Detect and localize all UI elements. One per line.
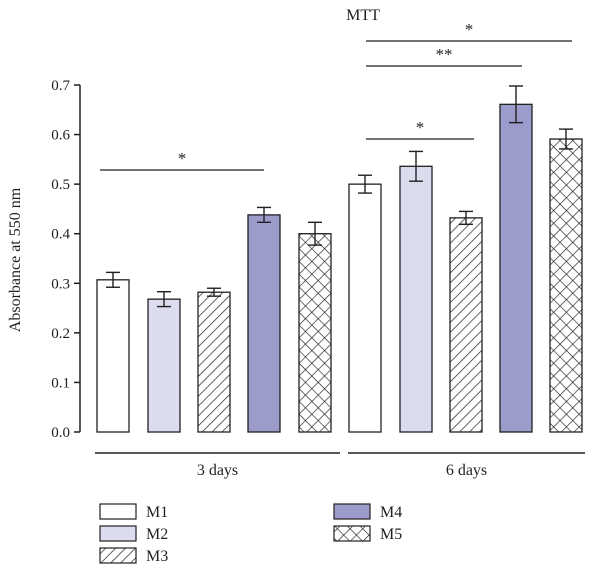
error-bar-m4-6-days bbox=[509, 85, 523, 124]
y-tick-label: 0.5 bbox=[51, 177, 70, 193]
legend-swatch bbox=[333, 503, 371, 520]
legend-item-m3: M3 bbox=[99, 547, 168, 565]
legend-item-m2: M2 bbox=[99, 525, 168, 543]
legend-item-m5: M5 bbox=[333, 525, 402, 543]
bar-m2-3-days bbox=[147, 298, 181, 433]
legend-swatch bbox=[99, 547, 137, 564]
legend: M1 M2 M3 M4 M5 bbox=[99, 503, 402, 565]
legend-swatch bbox=[333, 525, 371, 542]
legend-label: M3 bbox=[146, 548, 168, 565]
group-axis: 3 days 6 days bbox=[95, 452, 585, 479]
chart-title: MTT bbox=[346, 7, 380, 24]
significance-label: * bbox=[465, 20, 474, 39]
legend-label: M1 bbox=[146, 504, 168, 521]
bar-m2-6-days bbox=[399, 165, 433, 433]
significance-label: * bbox=[416, 118, 425, 137]
error-bar-m2-6-days bbox=[409, 150, 423, 182]
legend-label: M2 bbox=[146, 526, 168, 543]
error-bar-m2-3-days bbox=[157, 291, 171, 308]
y-tick-label: 0.0 bbox=[51, 425, 70, 441]
y-axis-label: Absorbance at 550 nm bbox=[7, 187, 24, 332]
legend-label: M4 bbox=[380, 504, 402, 521]
error-bars-layer bbox=[106, 85, 573, 308]
legend-item-m1: M1 bbox=[99, 503, 168, 521]
y-tick-label: 0.4 bbox=[51, 227, 70, 243]
y-tick-label: 0.3 bbox=[51, 276, 70, 292]
error-bar-m3-3-days bbox=[207, 287, 221, 297]
y-axis: 0.0 0.1 0.2 0.3 0.4 0.5 0.6 0.7 bbox=[51, 78, 81, 441]
y-tick-label: 0.7 bbox=[51, 78, 70, 94]
bar-m4-6-days bbox=[499, 103, 533, 433]
y-tick-label: 0.1 bbox=[51, 375, 70, 391]
error-bar-m1-6-days bbox=[358, 174, 372, 194]
error-bar-m5-6-days bbox=[559, 128, 573, 150]
significance-label: * bbox=[178, 149, 187, 168]
group-label-3-days: 3 days bbox=[197, 462, 238, 479]
legend-label: M5 bbox=[380, 526, 402, 543]
legend-swatch bbox=[99, 503, 137, 520]
bar-m5-6-days bbox=[549, 138, 583, 433]
error-bar-m4-3-days bbox=[257, 206, 271, 224]
legend-item-m4: M4 bbox=[333, 503, 402, 521]
bar-m3-3-days bbox=[197, 291, 231, 433]
bars-layer bbox=[96, 103, 583, 433]
error-bar-m5-3-days bbox=[308, 221, 322, 246]
y-tick-label: 0.2 bbox=[51, 326, 70, 342]
error-bar-m3-6-days bbox=[459, 210, 473, 225]
bar-m3-6-days bbox=[449, 217, 483, 433]
error-bar-m1-3-days bbox=[106, 271, 120, 288]
legend-swatch bbox=[99, 525, 137, 542]
significance-label: ** bbox=[436, 45, 453, 64]
bar-m4-3-days bbox=[247, 214, 281, 433]
group-label-6-days: 6 days bbox=[446, 462, 487, 479]
bar-m1-3-days bbox=[96, 279, 130, 433]
significance-layer: ***** bbox=[100, 20, 572, 171]
bar-m1-6-days bbox=[348, 183, 382, 433]
y-tick-label: 0.6 bbox=[51, 128, 70, 144]
bar-m5-3-days bbox=[298, 233, 332, 433]
